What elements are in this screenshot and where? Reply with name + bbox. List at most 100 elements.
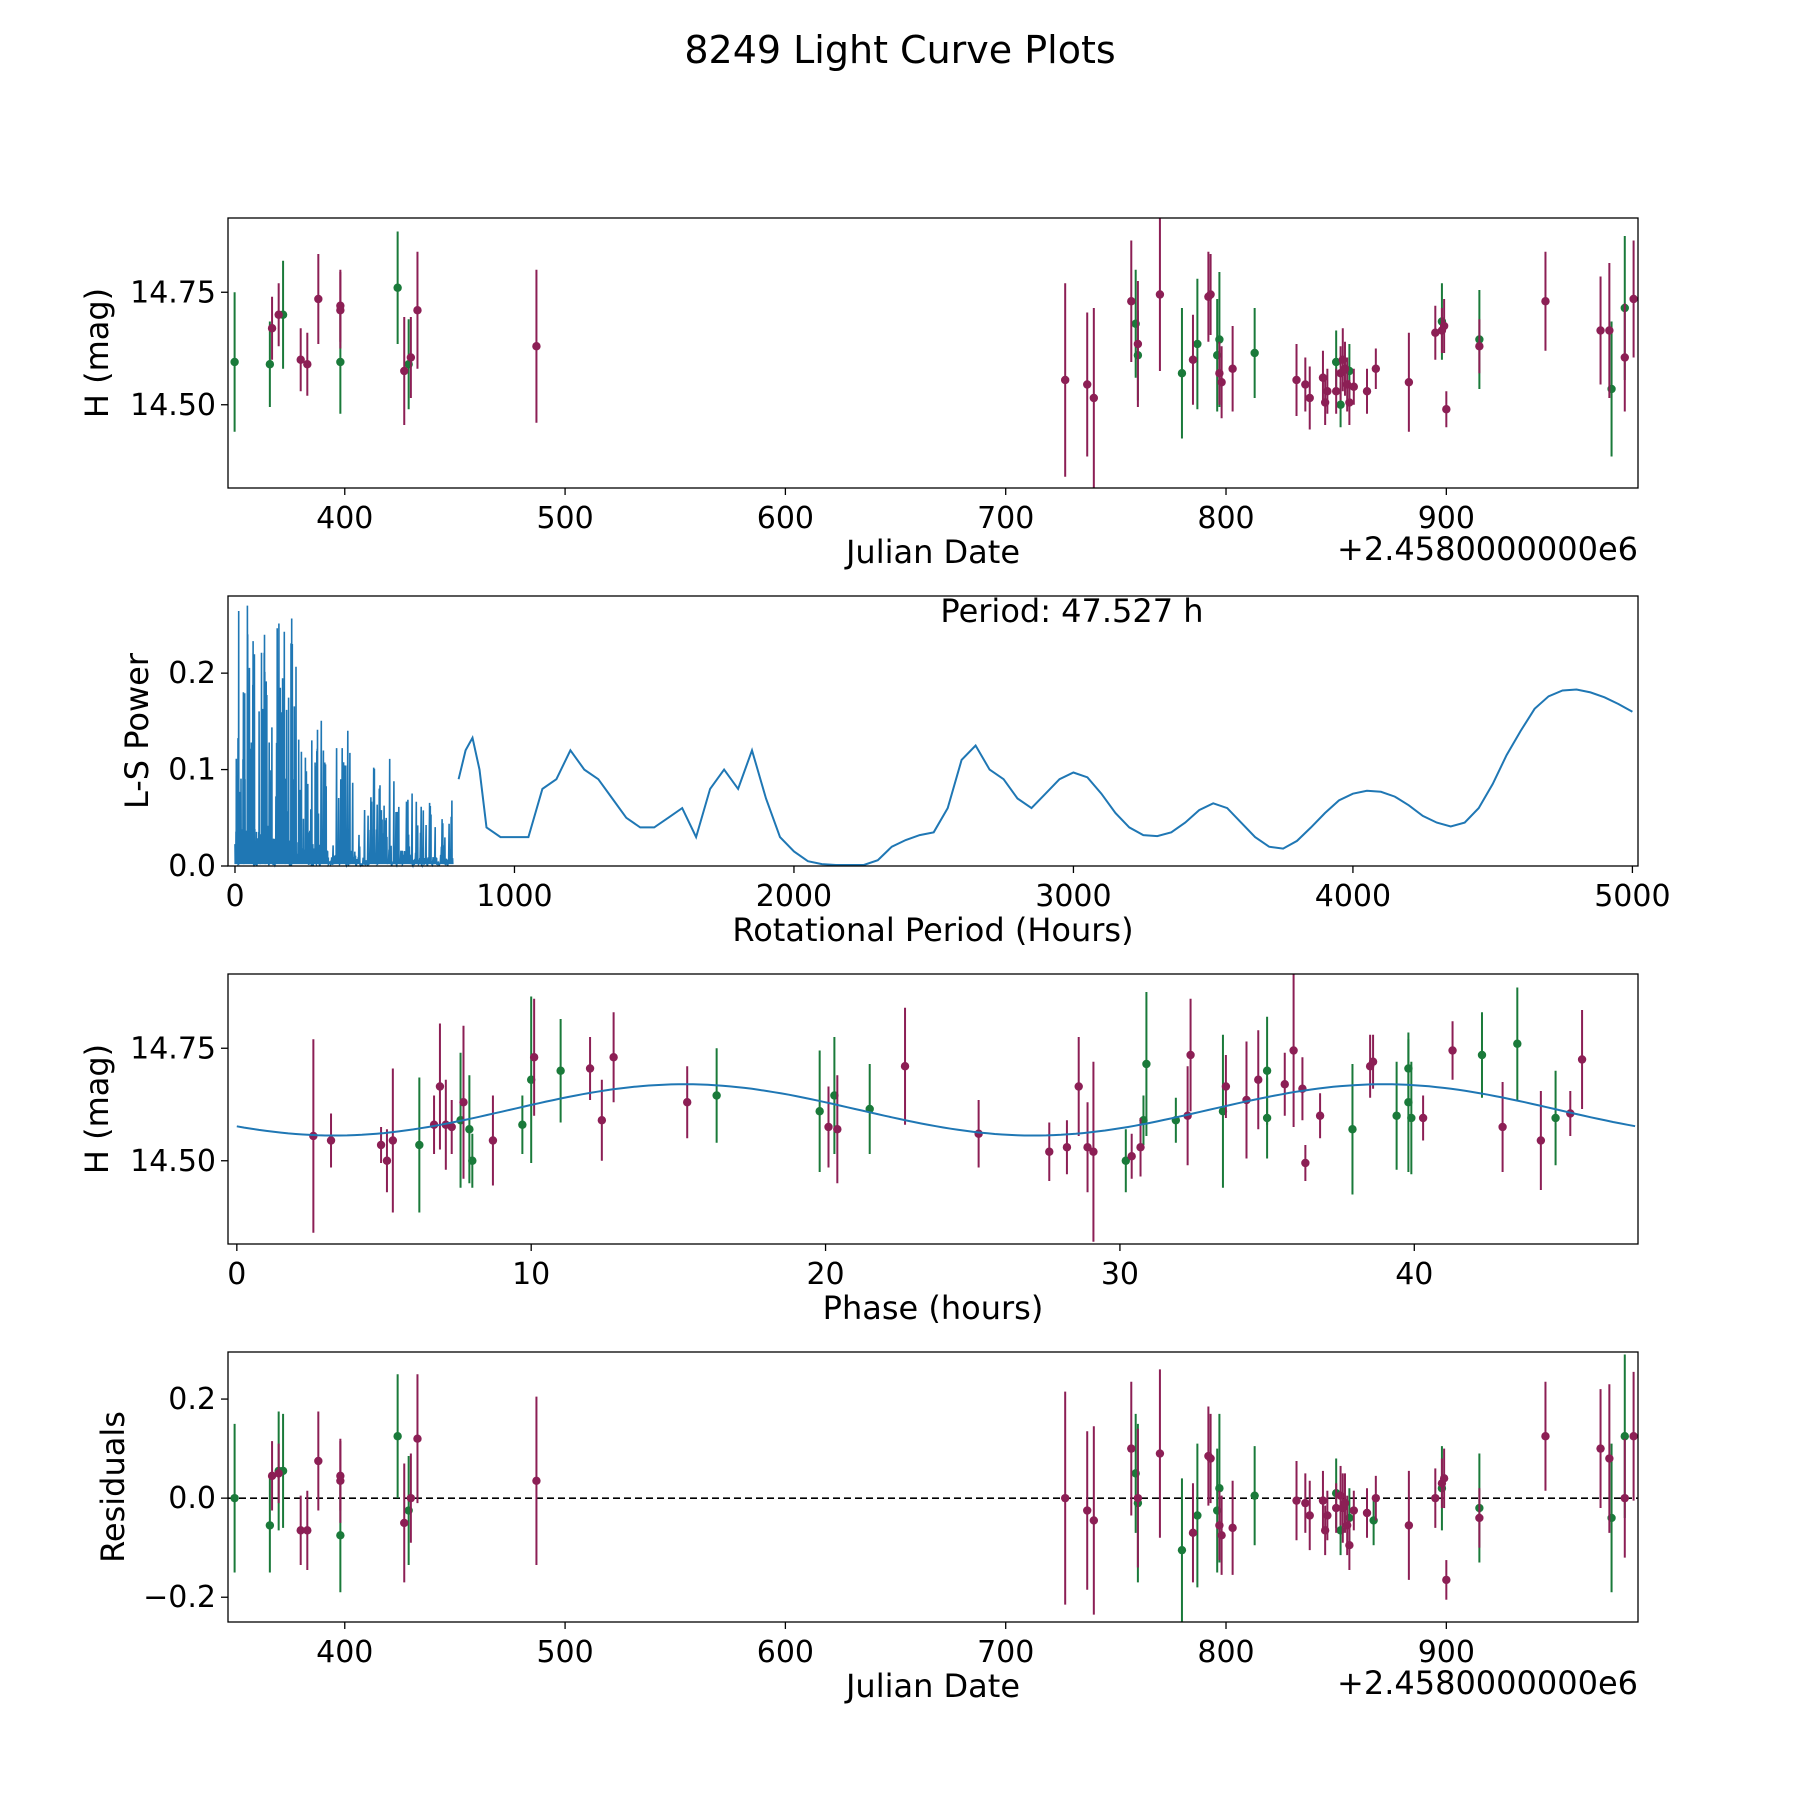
residuals-point-red <box>1292 1496 1301 1505</box>
residuals-ytick-label: 0.0 <box>168 1481 216 1516</box>
phased-point-red <box>1186 1050 1195 1060</box>
phased-point-green <box>465 1125 474 1134</box>
lightcurve-point-green <box>230 357 239 367</box>
lightcurve-point-red <box>1431 328 1440 337</box>
lightcurve-panel: 400 500 600 700 800 900 14.50 14.75 Julian Date… <box>78 217 1639 571</box>
residuals-point-red <box>1345 1541 1354 1550</box>
residuals-point-red <box>1206 1454 1215 1463</box>
residuals-points <box>230 1354 1638 1622</box>
lightcurve-point-red <box>1345 398 1354 407</box>
lightcurve-point-green <box>1215 335 1224 344</box>
phased-point-green <box>1121 1156 1131 1165</box>
residuals-point-red <box>400 1518 409 1528</box>
phased-point-red <box>1074 1082 1083 1091</box>
phased-point-red <box>900 1062 910 1071</box>
residuals-point-green <box>1177 1545 1187 1555</box>
lightcurve-point-red <box>1541 297 1550 306</box>
periodogram-xtick-label: 3000 <box>1035 879 1111 914</box>
residuals-point-red <box>1371 1493 1381 1503</box>
lightcurve-point-red <box>1228 364 1237 373</box>
periodogram-xlabel: Rotational Period (Hours) <box>732 911 1133 949</box>
phased-point-red <box>1289 1046 1298 1055</box>
phased-point-red <box>1301 1158 1310 1168</box>
phased-point-red <box>824 1122 833 1132</box>
lightcurve-point-red <box>314 294 323 304</box>
phased-xtick-label: 40 <box>1395 1257 1433 1292</box>
lightcurve-point-red <box>274 310 283 319</box>
phased-point-red <box>1368 1057 1378 1066</box>
residuals-point-red <box>314 1456 323 1466</box>
lightcurve-points <box>230 218 1638 488</box>
figure-title: 8249 Light Curve Plots <box>684 28 1116 72</box>
phased-point-red <box>529 1053 539 1062</box>
residuals-point-green <box>393 1432 402 1441</box>
phased-point-red <box>683 1098 692 1107</box>
periodogram-annotation: Period: 47.527 h <box>940 592 1203 630</box>
phased-point-green <box>468 1156 477 1165</box>
phased-point-red <box>1536 1136 1546 1145</box>
lightcurve-point-red <box>1362 387 1372 396</box>
phased-points <box>309 974 1587 1242</box>
phased-point-green <box>1407 1113 1416 1123</box>
residuals-point-red <box>406 1493 416 1503</box>
residuals-point-red <box>532 1476 541 1486</box>
lightcurve-point-red <box>1331 387 1341 396</box>
phased-point-green <box>518 1120 527 1129</box>
phased-ytick-label: 14.50 <box>130 1144 216 1179</box>
residuals-point-red <box>1596 1444 1605 1453</box>
lightcurve-point-red <box>1206 290 1215 299</box>
periodogram-ytick-label: 0.1 <box>168 753 216 788</box>
lightcurve-point-green <box>1250 348 1259 358</box>
phased-point-green <box>556 1066 565 1075</box>
phased-point-red <box>1089 1147 1098 1156</box>
lightcurve-point-red <box>1442 405 1451 414</box>
residuals-point-red <box>1475 1513 1484 1523</box>
phased-point-red <box>376 1140 386 1150</box>
phased-point-green <box>1262 1066 1272 1075</box>
phased-frame <box>227 973 1639 1245</box>
phased-point-red <box>974 1129 983 1138</box>
residuals-point-red <box>1442 1575 1451 1585</box>
phased-point-red <box>388 1136 398 1145</box>
phased-ylabel: H (mag) <box>78 1044 116 1174</box>
periodogram-xtick-label: 4000 <box>1315 879 1391 914</box>
phased-point-red <box>1418 1113 1428 1123</box>
lightcurve-point-red <box>413 306 422 315</box>
residuals-point-red <box>1155 1449 1165 1458</box>
residuals-point-red <box>1305 1511 1314 1520</box>
periodogram-ticks: 0 1000 2000 3000 4000 5000 0.0 0.1 0.2 <box>168 656 1670 914</box>
lightcurve-point-red <box>1629 294 1638 304</box>
lightcurve-point-red <box>1301 380 1310 389</box>
phased-point-red <box>1315 1111 1325 1120</box>
phased-point-green <box>1262 1113 1272 1123</box>
phased-ytick-label: 14.75 <box>130 1031 216 1066</box>
periodogram-xtick-label: 1000 <box>476 879 552 914</box>
residuals-point-red <box>1439 1474 1449 1483</box>
phased-ticks: 0 10 20 30 40 14.50 14.75 <box>130 1031 1433 1292</box>
periodogram-line <box>457 688 1633 866</box>
lightcurve-ytick-label: 14.75 <box>130 275 216 310</box>
lightcurve-point-red <box>1060 375 1070 385</box>
phased-point-red <box>1136 1143 1145 1152</box>
lightcurve-point-red <box>1371 364 1381 373</box>
residuals-xtick-label: 800 <box>1197 1635 1254 1670</box>
residuals-point-red <box>1629 1432 1638 1441</box>
lightcurve-point-red <box>1596 326 1605 335</box>
lightcurve-point-green <box>1331 357 1341 367</box>
lightcurve-ticks: 400 500 600 700 800 900 14.50 14.75 <box>130 275 1475 536</box>
phased-point-red <box>1083 1143 1092 1152</box>
lightcurve-point-red <box>1605 326 1614 335</box>
phased-xtick-label: 20 <box>806 1257 844 1292</box>
lightcurve-point-red <box>532 342 541 351</box>
periodogram-ytick-label: 0.2 <box>168 656 216 691</box>
residuals-point-red <box>1228 1523 1237 1533</box>
lightcurve-point-red <box>1318 373 1328 382</box>
lightcurve-point-red <box>336 301 345 310</box>
residuals-point-red <box>1431 1493 1440 1503</box>
phased-xtick-label: 30 <box>1101 1257 1139 1292</box>
residuals-point-green <box>1215 1484 1224 1493</box>
residuals-point-green <box>1620 1432 1629 1441</box>
phased-point-green <box>1142 1059 1151 1069</box>
lightcurve-point-red <box>267 324 277 333</box>
lightcurve-point-green <box>336 357 345 367</box>
